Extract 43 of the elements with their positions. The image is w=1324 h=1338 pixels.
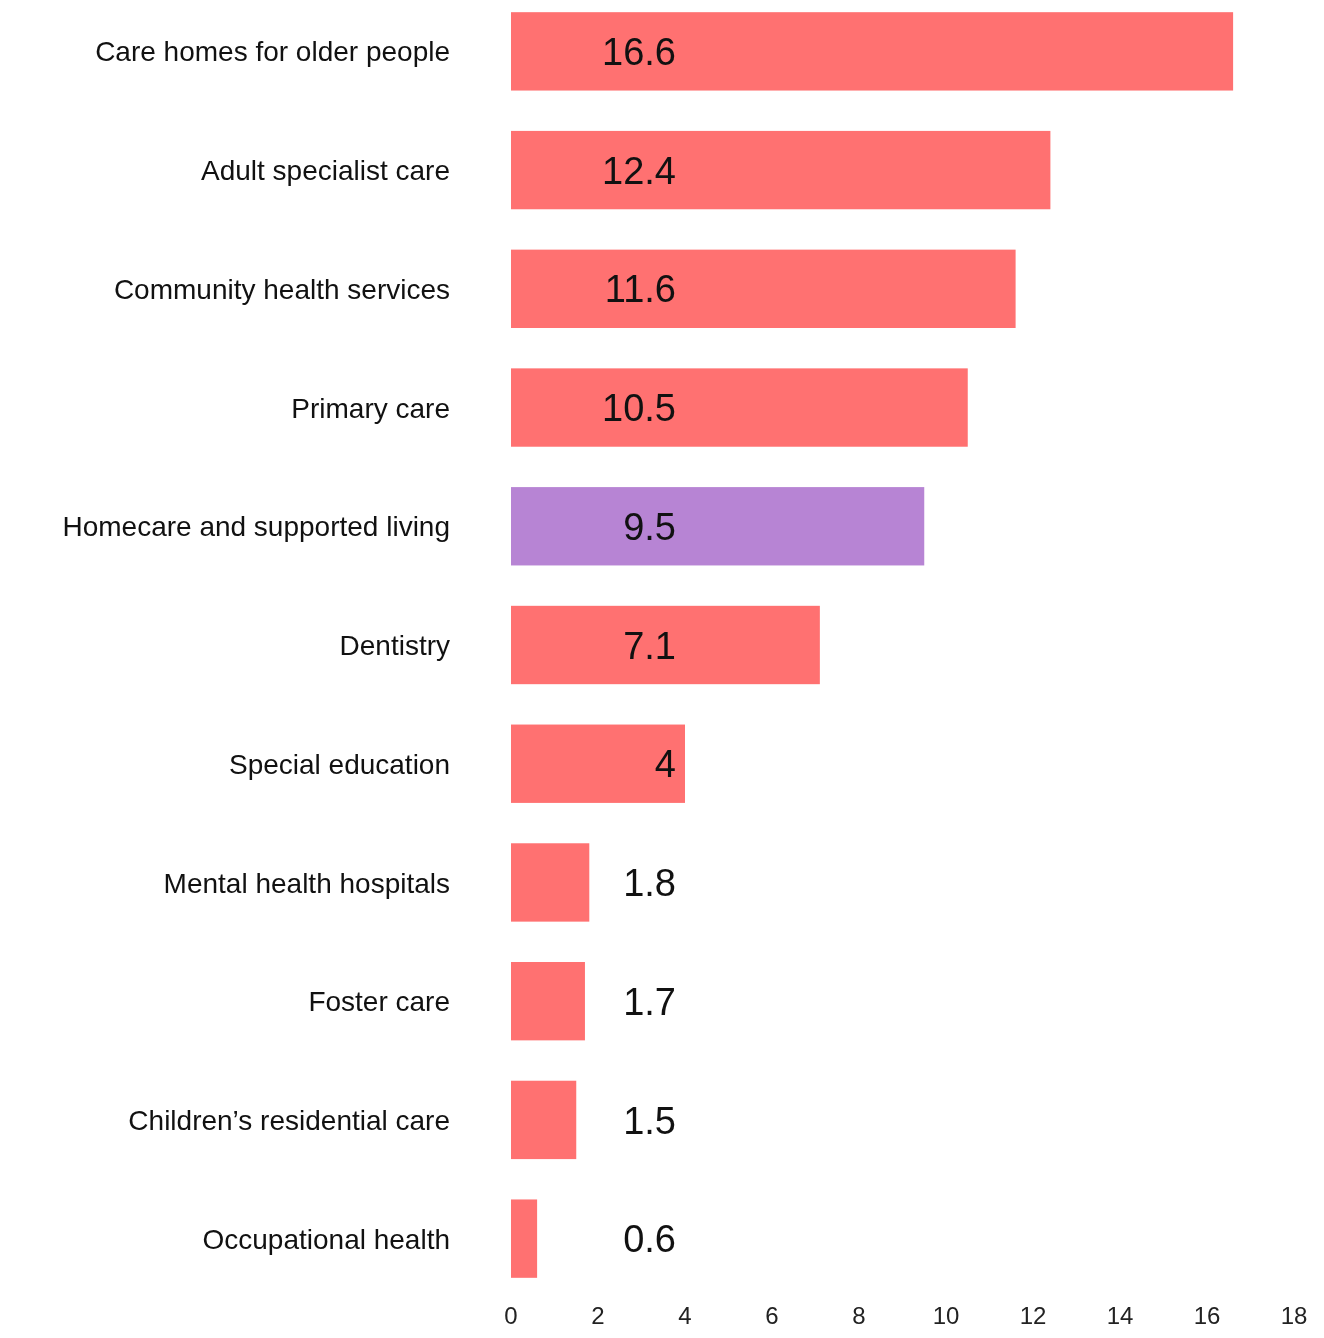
x-tick-label: 8 <box>852 1302 866 1329</box>
y-tick-label: Primary care <box>291 392 450 424</box>
bar <box>511 1080 577 1160</box>
x-tick-label: 0 <box>504 1302 518 1329</box>
x-tick-label: 16 <box>1193 1302 1221 1329</box>
x-tick-label: 2 <box>591 1302 605 1329</box>
bar <box>511 12 1234 91</box>
x-tick-label: 12 <box>1019 1302 1047 1329</box>
bar <box>511 487 925 566</box>
data-label: 9.5 <box>623 505 676 548</box>
data-label: 1.5 <box>623 1099 676 1142</box>
bar <box>511 368 968 447</box>
y-tick-label: Homecare and supported living <box>62 511 450 543</box>
data-label: 1.7 <box>623 980 676 1023</box>
bar <box>511 1199 538 1278</box>
x-tick-label: 10 <box>932 1302 960 1329</box>
y-tick-label: Occupational health <box>202 1223 450 1255</box>
data-label: 16.6 <box>602 31 676 74</box>
y-tick-label: Care homes for older people <box>95 36 450 68</box>
data-label: 0.6 <box>623 1218 676 1261</box>
y-tick-label: Mental health hospitals <box>163 867 450 899</box>
y-tick-label: Special education <box>228 748 450 780</box>
data-label: 12.4 <box>602 149 676 192</box>
x-tick-label: 6 <box>765 1302 779 1329</box>
y-tick-label: Children’s residential care <box>128 1104 450 1136</box>
y-tick-label: Adult specialist care <box>200 155 450 187</box>
data-label: 10.5 <box>602 387 676 430</box>
data-label: 7.1 <box>623 624 676 667</box>
bar <box>511 843 590 922</box>
bar <box>511 249 1016 328</box>
y-tick-label: Dentistry <box>339 630 450 662</box>
x-tick-label: 14 <box>1106 1302 1134 1329</box>
bar <box>511 130 1051 210</box>
data-label: 4 <box>654 743 676 786</box>
x-tick-label: 4 <box>678 1302 692 1329</box>
data-label: 1.8 <box>623 862 676 905</box>
bar <box>511 605 820 685</box>
y-tick-label: Foster care <box>308 986 450 1018</box>
x-tick-label: 18 <box>1280 1302 1308 1329</box>
data-label: 11.6 <box>604 268 676 311</box>
bar <box>511 724 685 803</box>
y-tick-label: Community health services <box>113 273 450 305</box>
bar <box>511 962 585 1041</box>
